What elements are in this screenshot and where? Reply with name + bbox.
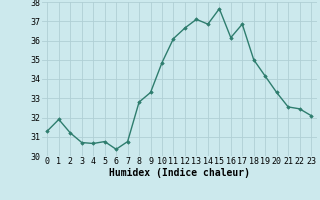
X-axis label: Humidex (Indice chaleur): Humidex (Indice chaleur) [109, 168, 250, 178]
